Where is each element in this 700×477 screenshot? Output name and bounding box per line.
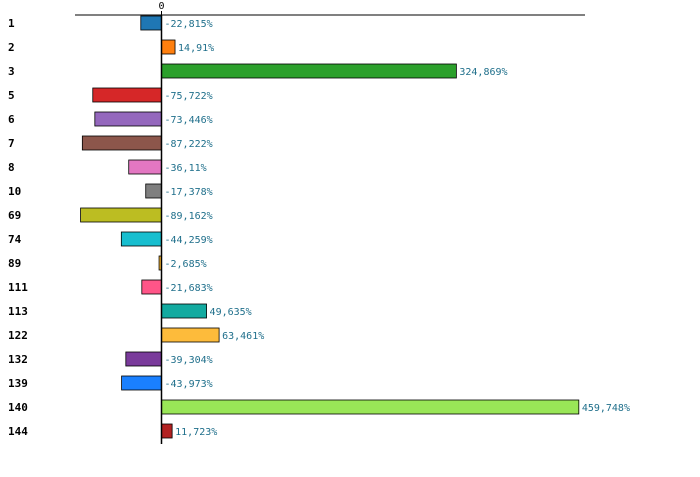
value-label-6: -73,446% bbox=[165, 115, 213, 126]
value-label-111: -21,683% bbox=[165, 283, 213, 294]
value-label-140: 459,748% bbox=[582, 403, 630, 414]
value-label-69: -89,162% bbox=[165, 211, 213, 222]
category-label-139: 139 bbox=[8, 377, 28, 390]
category-label-111: 111 bbox=[8, 281, 28, 294]
value-label-113: 49,635% bbox=[210, 307, 252, 318]
value-label-139: -43,973% bbox=[165, 379, 213, 390]
x-tick-label-0: 0 bbox=[158, 1, 164, 12]
value-label-122: 63,461% bbox=[222, 331, 264, 342]
bar-3 bbox=[161, 63, 457, 79]
bar-5 bbox=[92, 87, 162, 103]
category-label-10: 10 bbox=[8, 185, 21, 198]
category-label-132: 132 bbox=[8, 353, 28, 366]
category-label-3: 3 bbox=[8, 65, 15, 78]
value-label-144: 11,723% bbox=[175, 427, 217, 438]
value-label-2: 14,91% bbox=[178, 43, 214, 54]
value-label-8: -36,11% bbox=[165, 163, 207, 174]
category-label-74: 74 bbox=[8, 233, 22, 246]
bar-6 bbox=[94, 111, 162, 127]
bar-10 bbox=[145, 183, 162, 199]
axis-layer: 0 bbox=[75, 1, 585, 16]
category-label-1: 1 bbox=[8, 17, 15, 30]
bar-140 bbox=[161, 399, 580, 415]
labels-layer: 1 -22,815% 2 14,91% 3 324,869% 5 -75,722% 6 -73,4… bbox=[8, 15, 630, 444]
bar-7 bbox=[81, 135, 162, 151]
category-label-113: 113 bbox=[8, 305, 28, 318]
category-label-6: 6 bbox=[8, 113, 15, 126]
bar-1 bbox=[140, 15, 162, 31]
value-label-3: 324,869% bbox=[459, 67, 507, 78]
category-label-122: 122 bbox=[8, 329, 28, 342]
value-label-132: -39,304% bbox=[165, 355, 213, 366]
bar-8 bbox=[128, 159, 162, 175]
category-label-89: 89 bbox=[8, 257, 21, 270]
bar-69 bbox=[80, 207, 162, 223]
value-label-89: -2,685% bbox=[165, 259, 207, 270]
bar-111 bbox=[141, 279, 162, 295]
category-label-8: 8 bbox=[8, 161, 15, 174]
category-label-7: 7 bbox=[8, 137, 15, 150]
bar-2 bbox=[161, 39, 176, 55]
category-label-144: 144 bbox=[8, 425, 28, 438]
value-label-74: -44,259% bbox=[165, 235, 213, 246]
bar-74 bbox=[120, 231, 162, 247]
value-label-7: -87,222% bbox=[165, 139, 213, 150]
value-label-5: -75,722% bbox=[165, 91, 213, 102]
bar-122 bbox=[161, 327, 220, 343]
category-label-5: 5 bbox=[8, 89, 15, 102]
bar-139 bbox=[121, 375, 162, 391]
bar-144 bbox=[161, 423, 173, 439]
category-label-69: 69 bbox=[8, 209, 21, 222]
category-label-2: 2 bbox=[8, 41, 15, 54]
bar-132 bbox=[125, 351, 162, 367]
value-label-10: -17,378% bbox=[165, 187, 213, 198]
bars-layer bbox=[80, 15, 580, 439]
value-label-1: -22,815% bbox=[165, 19, 213, 30]
bar-113 bbox=[161, 303, 207, 319]
category-label-140: 140 bbox=[8, 401, 28, 414]
